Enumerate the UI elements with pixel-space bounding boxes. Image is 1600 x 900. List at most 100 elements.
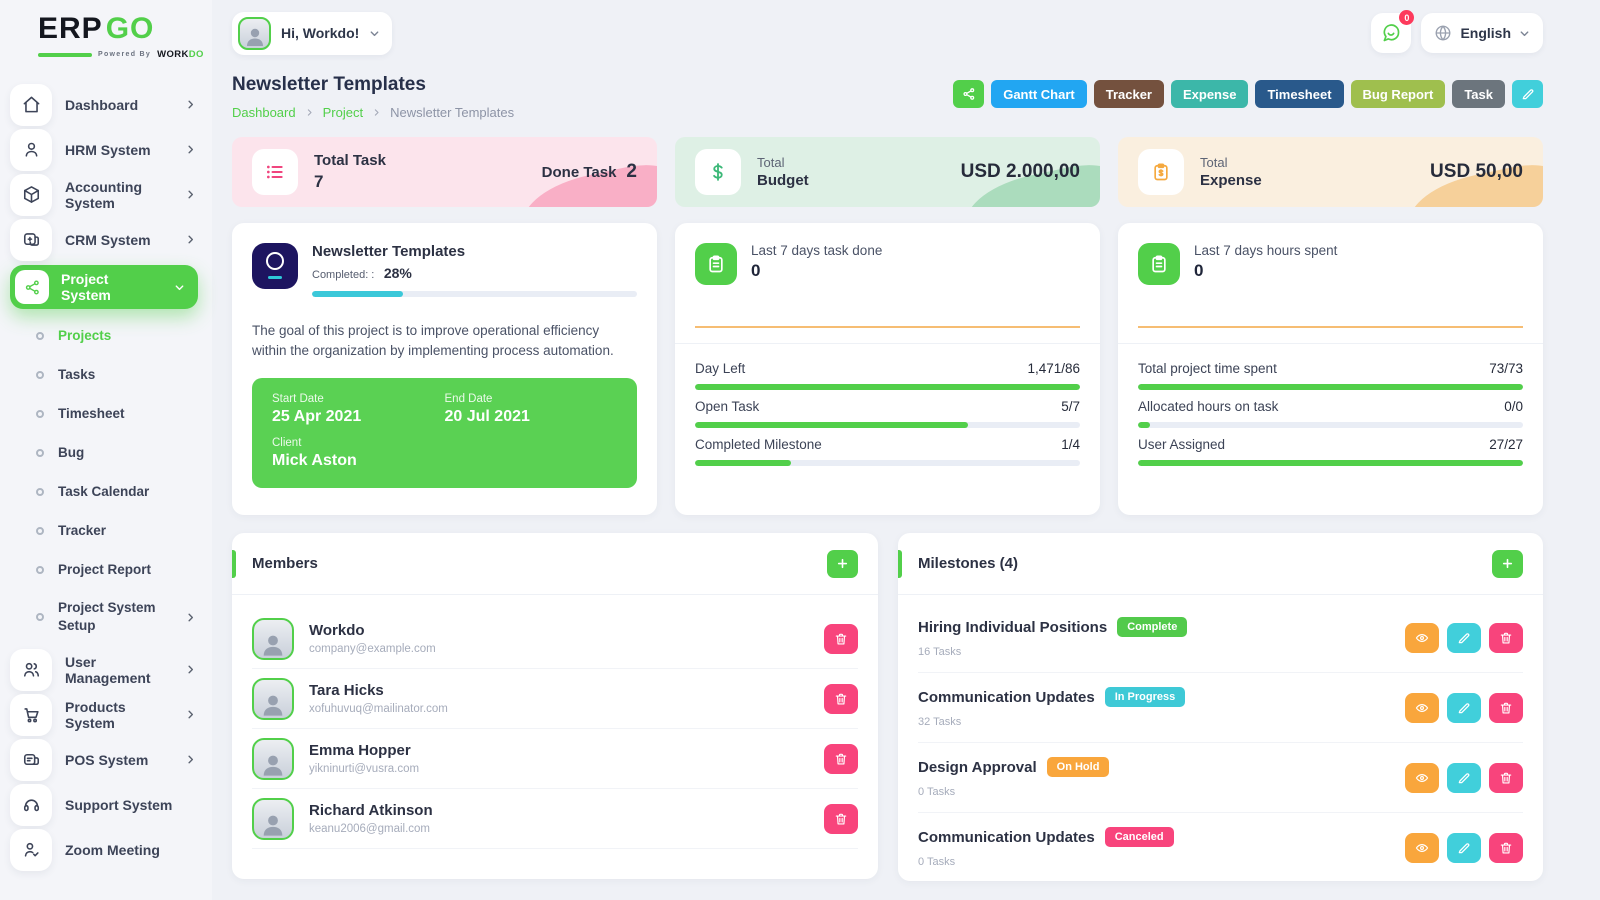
delete-milestone-button[interactable] (1489, 692, 1523, 723)
pencil-icon (1457, 841, 1471, 855)
brand-erp: ERP (38, 12, 103, 45)
delete-member-button[interactable] (824, 623, 858, 654)
chat-icon (1381, 23, 1401, 43)
sidebar-item-tasks[interactable]: Tasks (10, 355, 212, 394)
brand-logo[interactable]: ERP GO Powered By WORKDO (38, 14, 212, 60)
member-avatar (252, 617, 294, 660)
chevron-right-icon (185, 189, 196, 200)
milestone-row: Communication Updates Canceled 0 Tasks (918, 813, 1523, 881)
delete-member-button[interactable] (824, 683, 858, 714)
edit-milestone-button[interactable] (1447, 692, 1481, 723)
member-name: Tara Hicks (309, 682, 384, 699)
delete-member-button[interactable] (824, 743, 858, 774)
milestone-status-badge: Complete (1117, 617, 1188, 637)
page-header: Newsletter Templates Dashboard Project N… (232, 74, 1543, 120)
metric-open-task: Open Task 5/7 (695, 399, 1080, 428)
chevron-right-icon (372, 108, 381, 117)
milestone-task-count: 32 Tasks (918, 716, 962, 728)
chevron-right-icon (185, 709, 196, 720)
edit-milestone-button[interactable] (1447, 622, 1481, 653)
eye-icon (1415, 701, 1429, 715)
messages-button[interactable]: 0 (1371, 10, 1415, 53)
edit-milestone-button[interactable] (1447, 832, 1481, 863)
bullet-icon (36, 448, 44, 457)
card-icon (10, 218, 52, 261)
completed-value: 28% (383, 265, 412, 281)
sidebar-item-timesheet[interactable]: Timesheet (10, 394, 212, 433)
bullet-icon (36, 613, 44, 621)
toolbar: Gantt Chart Tracker Expense Timesheet Bu… (953, 80, 1543, 108)
budget-top-label: Total (757, 155, 785, 170)
sidebar-item-bug[interactable]: Bug (10, 433, 212, 472)
add-milestone-button[interactable] (1492, 549, 1523, 578)
tracker-button[interactable]: Tracker (1093, 80, 1164, 108)
sidebar-item-project-system[interactable]: Project System (10, 265, 198, 309)
member-email: xofuhuvuq@mailinator.com (309, 703, 448, 715)
sidebar-item-support-system[interactable]: Support System (10, 782, 212, 827)
language-label: English (1460, 25, 1511, 41)
member-row: Tara Hicks xofuhuvuq@mailinator.com (252, 669, 858, 729)
view-milestone-button[interactable] (1405, 832, 1439, 863)
trash-icon (1499, 631, 1513, 645)
delete-member-button[interactable] (824, 803, 858, 834)
sidebar-item-zoom-meeting[interactable]: Zoom Meeting (10, 827, 212, 872)
edit-project-button[interactable] (1512, 80, 1543, 108)
sidebar-item-products-system[interactable]: Products System (10, 692, 212, 737)
add-member-button[interactable] (827, 549, 858, 578)
bug-report-button[interactable]: Bug Report (1350, 80, 1446, 108)
timesheet-button[interactable]: Timesheet (1255, 80, 1344, 108)
chevron-right-icon (185, 612, 196, 623)
total-task-value: 7 (314, 172, 324, 191)
sidebar-item-dashboard[interactable]: Dashboard (10, 82, 212, 127)
project-logo (252, 243, 298, 289)
sidebar-item-projects[interactable]: Projects (10, 316, 212, 355)
delete-milestone-button[interactable] (1489, 622, 1523, 653)
sidebar-item-accounting-system[interactable]: Accounting System (10, 172, 212, 217)
breadcrumb-project[interactable]: Project (322, 105, 364, 120)
language-selector[interactable]: English (1421, 13, 1543, 53)
metric-bar (695, 422, 1080, 428)
delete-milestone-button[interactable] (1489, 832, 1523, 863)
overview-row: Newsletter Templates Completed: : 28% Th… (232, 223, 1543, 515)
clipboard-dollar-icon (1138, 149, 1184, 195)
bullet-icon (36, 526, 44, 535)
edit-milestone-button[interactable] (1447, 762, 1481, 793)
user-menu[interactable]: Hi, Workdo! (232, 11, 393, 55)
sidebar-item-project-system-setup[interactable]: Project System Setup (10, 589, 212, 645)
metric-day-left: Day Left 1,471/86 (695, 361, 1080, 390)
view-milestone-button[interactable] (1405, 622, 1439, 653)
members-title: Members (252, 555, 318, 572)
milestones-title: Milestones (4) (918, 555, 1019, 572)
sidebar-item-crm-system[interactable]: CRM System (10, 217, 212, 262)
clipboard-icon (695, 243, 737, 285)
milestone-name: Communication Updates (918, 828, 1095, 846)
expense-button[interactable]: Expense (1170, 80, 1249, 108)
cart-icon (10, 693, 52, 736)
delete-milestone-button[interactable] (1489, 762, 1523, 793)
task-stats-card: Last 7 days task done 0 Day Left 1,471/86… (675, 223, 1100, 515)
pencil-icon (1457, 701, 1471, 715)
view-milestone-button[interactable] (1405, 762, 1439, 793)
share-button[interactable] (953, 80, 985, 108)
accent-bar (898, 550, 902, 578)
view-milestone-button[interactable] (1405, 692, 1439, 723)
end-date-label: End Date (444, 393, 493, 406)
accent-bar (232, 550, 236, 578)
sidebar-item-user-management[interactable]: User Management (10, 647, 212, 692)
share-icon (962, 87, 976, 101)
task-button[interactable]: Task (1452, 80, 1505, 108)
breadcrumb-dashboard[interactable]: Dashboard (232, 105, 296, 120)
sidebar-item-tracker[interactable]: Tracker (10, 511, 212, 550)
person-video-icon (10, 828, 52, 871)
sidebar-item-project-report[interactable]: Project Report (10, 550, 212, 589)
member-row: Workdo company@example.com (252, 609, 858, 669)
sidebar-item-hrm-system[interactable]: HRM System (10, 127, 212, 172)
brand-name: ERP GO (38, 14, 212, 44)
member-avatar (252, 737, 294, 780)
gantt-chart-button[interactable]: Gantt Chart (991, 80, 1087, 108)
sidebar-item-pos-system[interactable]: POS System (10, 737, 212, 782)
sidebar-item-task-calendar[interactable]: Task Calendar (10, 472, 212, 511)
bullet-icon (36, 487, 44, 496)
trash-icon (834, 692, 848, 706)
expense-amount: USD 50,00 (1430, 161, 1523, 182)
